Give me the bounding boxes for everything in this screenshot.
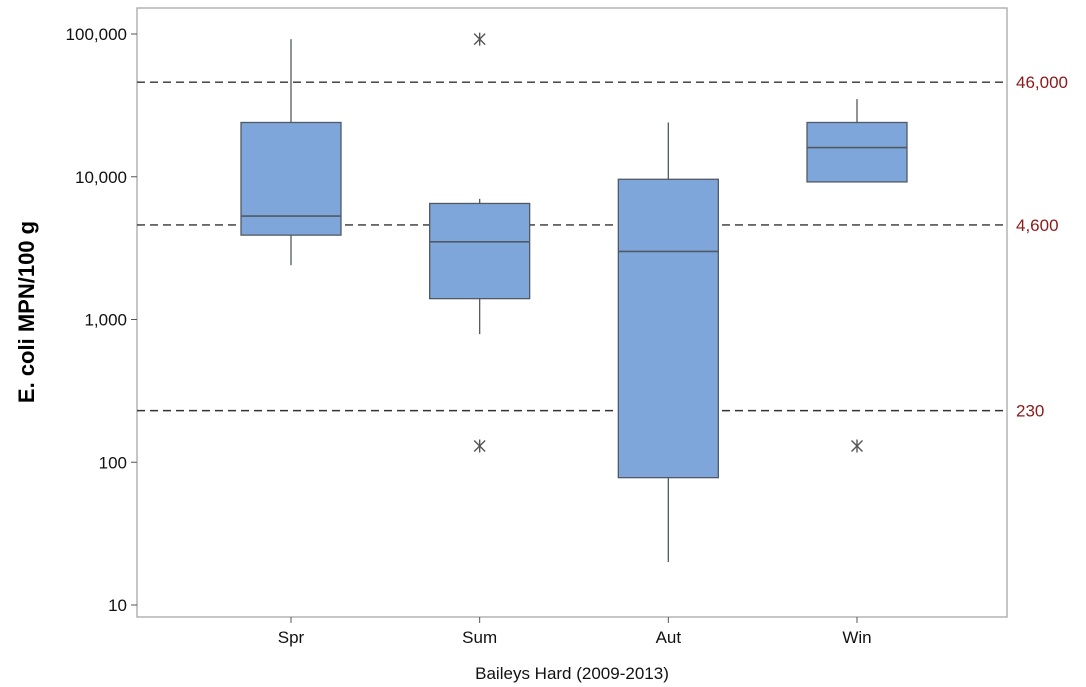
reference-line-label: 230: [1016, 402, 1044, 421]
y-axis-title: E. coli MPN/100 g: [14, 221, 39, 403]
outlier-marker: [473, 32, 486, 46]
box-group-spr: [240, 39, 342, 266]
reference-labels: 46,000 4,600 230: [1016, 73, 1068, 420]
reference-line-label: 4,600: [1016, 216, 1059, 235]
x-axis-title: Baileys Hard (2009-2013): [475, 664, 669, 683]
box-group-sum: [429, 32, 531, 453]
y-tick-label: 100: [99, 453, 127, 472]
reference-line-label: 46,000: [1016, 73, 1068, 92]
outlier-marker: [851, 439, 863, 453]
boxes: [240, 32, 908, 563]
x-tick-label: Sum: [462, 628, 497, 647]
outlier-marker: [473, 439, 486, 453]
y-tick-label: 10,000: [75, 168, 127, 187]
x-tick-label: Aut: [656, 628, 682, 647]
y-tick-label: 1,000: [84, 311, 127, 330]
box: [240, 121, 342, 236]
box: [806, 121, 908, 183]
box-group-aut: [617, 122, 719, 563]
box: [429, 202, 531, 300]
x-axis: Spr Sum Aut Win: [278, 617, 872, 647]
y-axis: 10 100 1,000 10,000 100,000: [66, 25, 137, 615]
x-tick-label: Win: [842, 628, 871, 647]
plot-area: [136, 7, 1008, 618]
y-tick-label: 100,000: [66, 25, 127, 44]
x-tick-label: Spr: [278, 628, 305, 647]
box-group-win: [806, 99, 908, 453]
y-tick-label: 10: [108, 596, 127, 615]
box: [617, 178, 719, 479]
